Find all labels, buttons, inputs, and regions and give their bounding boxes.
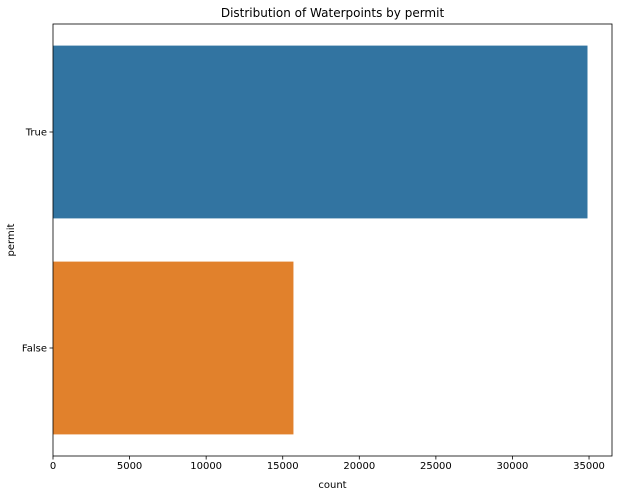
x-tick-label-30000: 30000 — [497, 461, 529, 472]
x-tick-label-10000: 10000 — [190, 461, 222, 472]
x-axis-label: count — [318, 480, 346, 491]
y-tick-label-true: True — [25, 128, 47, 139]
y-tick-label-false: False — [22, 344, 47, 355]
bar-false — [53, 261, 294, 435]
bars-group — [53, 45, 588, 435]
x-tick-label-5000: 5000 — [117, 461, 142, 472]
y-axis-label: permit — [6, 223, 17, 256]
x-axis: 0 5000 10000 15000 20000 25000 30000 35000 — [50, 456, 605, 472]
y-axis: True False — [22, 128, 53, 355]
x-tick-label-15000: 15000 — [267, 461, 299, 472]
x-tick-label-25000: 25000 — [420, 461, 452, 472]
x-tick-label-20000: 20000 — [343, 461, 375, 472]
chart-title: Distribution of Waterpoints by permit — [221, 6, 445, 20]
x-tick-label-35000: 35000 — [573, 461, 605, 472]
bar-true — [53, 45, 588, 219]
x-tick-label-0: 0 — [50, 461, 56, 472]
plot-frame — [52, 23, 613, 457]
